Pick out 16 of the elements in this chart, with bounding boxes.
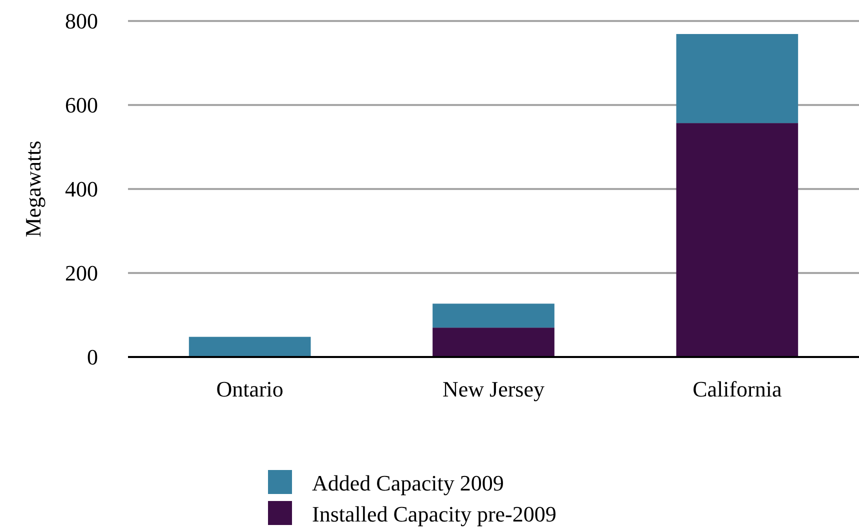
y-tick-label: 200 [65, 260, 98, 286]
bar [432, 328, 554, 357]
bar [676, 34, 798, 124]
y-tick-label: 600 [65, 92, 98, 118]
y-tick-label: 800 [65, 8, 98, 34]
x-tick-label: Ontario [216, 376, 284, 402]
x-tick-label: New Jersey [442, 376, 545, 402]
legend-label: Added Capacity 2009 [312, 470, 504, 496]
bar [676, 123, 798, 357]
bar [188, 336, 311, 357]
legend-label: Installed Capacity pre-2009 [312, 502, 556, 526]
y-axis-title: Megawatts [20, 140, 46, 238]
bar [432, 304, 554, 328]
y-tick-label: 400 [65, 176, 98, 202]
y-tick-label: 0 [87, 344, 98, 370]
x-tick-label: California [692, 376, 782, 402]
